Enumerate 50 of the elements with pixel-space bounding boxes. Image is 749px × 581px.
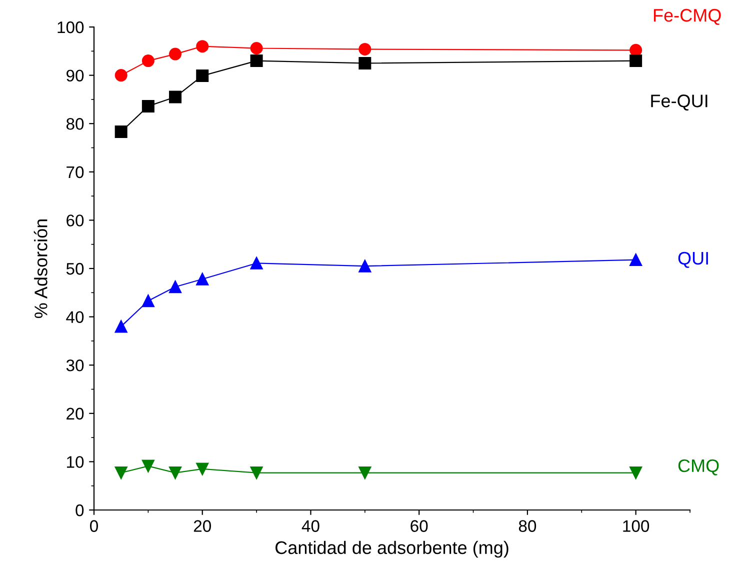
point bbox=[630, 54, 642, 68]
y-tick-label: 10 bbox=[67, 456, 84, 468]
point bbox=[196, 70, 209, 82]
y-tick-label: 20 bbox=[66, 408, 84, 420]
point bbox=[142, 460, 154, 472]
point bbox=[142, 54, 154, 68]
text: QUI bbox=[678, 252, 708, 268]
x-tick-label: 20 bbox=[194, 520, 211, 532]
point bbox=[250, 256, 263, 270]
series-label: Fe-QUI bbox=[651, 94, 708, 111]
point bbox=[196, 462, 209, 476]
x-tick-label: 40 bbox=[302, 520, 320, 532]
y-axis-title: % Adsorción bbox=[34, 219, 48, 318]
point bbox=[114, 320, 128, 333]
point bbox=[142, 100, 154, 112]
y-tick-label: 70 bbox=[66, 166, 84, 178]
point bbox=[358, 56, 372, 70]
y-tick-label: 40 bbox=[66, 311, 84, 324]
y-tick-label: 80 bbox=[66, 118, 84, 130]
point bbox=[358, 466, 372, 480]
x-tick-label: 0 bbox=[90, 520, 98, 532]
point bbox=[250, 466, 263, 480]
text: CMQ bbox=[678, 459, 719, 476]
series-label: Fe-CMQ bbox=[654, 8, 721, 25]
point bbox=[169, 466, 182, 480]
point bbox=[169, 90, 182, 104]
y-tick-label: 30 bbox=[66, 360, 84, 372]
x-tick-label: 100 bbox=[623, 520, 650, 532]
point bbox=[169, 48, 182, 60]
point bbox=[169, 280, 182, 294]
y-tick-label: 90 bbox=[66, 70, 84, 82]
point bbox=[142, 294, 154, 308]
x-axis-title: Cantidad de adsorbente (mg) bbox=[275, 540, 508, 558]
y-tick-label: 50 bbox=[66, 262, 84, 275]
point bbox=[114, 466, 128, 480]
point bbox=[358, 42, 372, 56]
y-tick-label: 0 bbox=[76, 504, 84, 516]
point bbox=[630, 254, 642, 266]
x-tick-label: 80 bbox=[518, 520, 536, 532]
point bbox=[196, 272, 209, 286]
point bbox=[358, 260, 372, 272]
point bbox=[250, 54, 263, 68]
y-tick-label: 100 bbox=[58, 21, 84, 34]
point bbox=[114, 69, 128, 82]
point bbox=[630, 466, 642, 480]
y-tick-label: 60 bbox=[66, 214, 84, 226]
point bbox=[250, 42, 263, 55]
x-tick-label: 60 bbox=[410, 520, 428, 532]
point bbox=[114, 126, 128, 138]
point bbox=[196, 40, 209, 53]
